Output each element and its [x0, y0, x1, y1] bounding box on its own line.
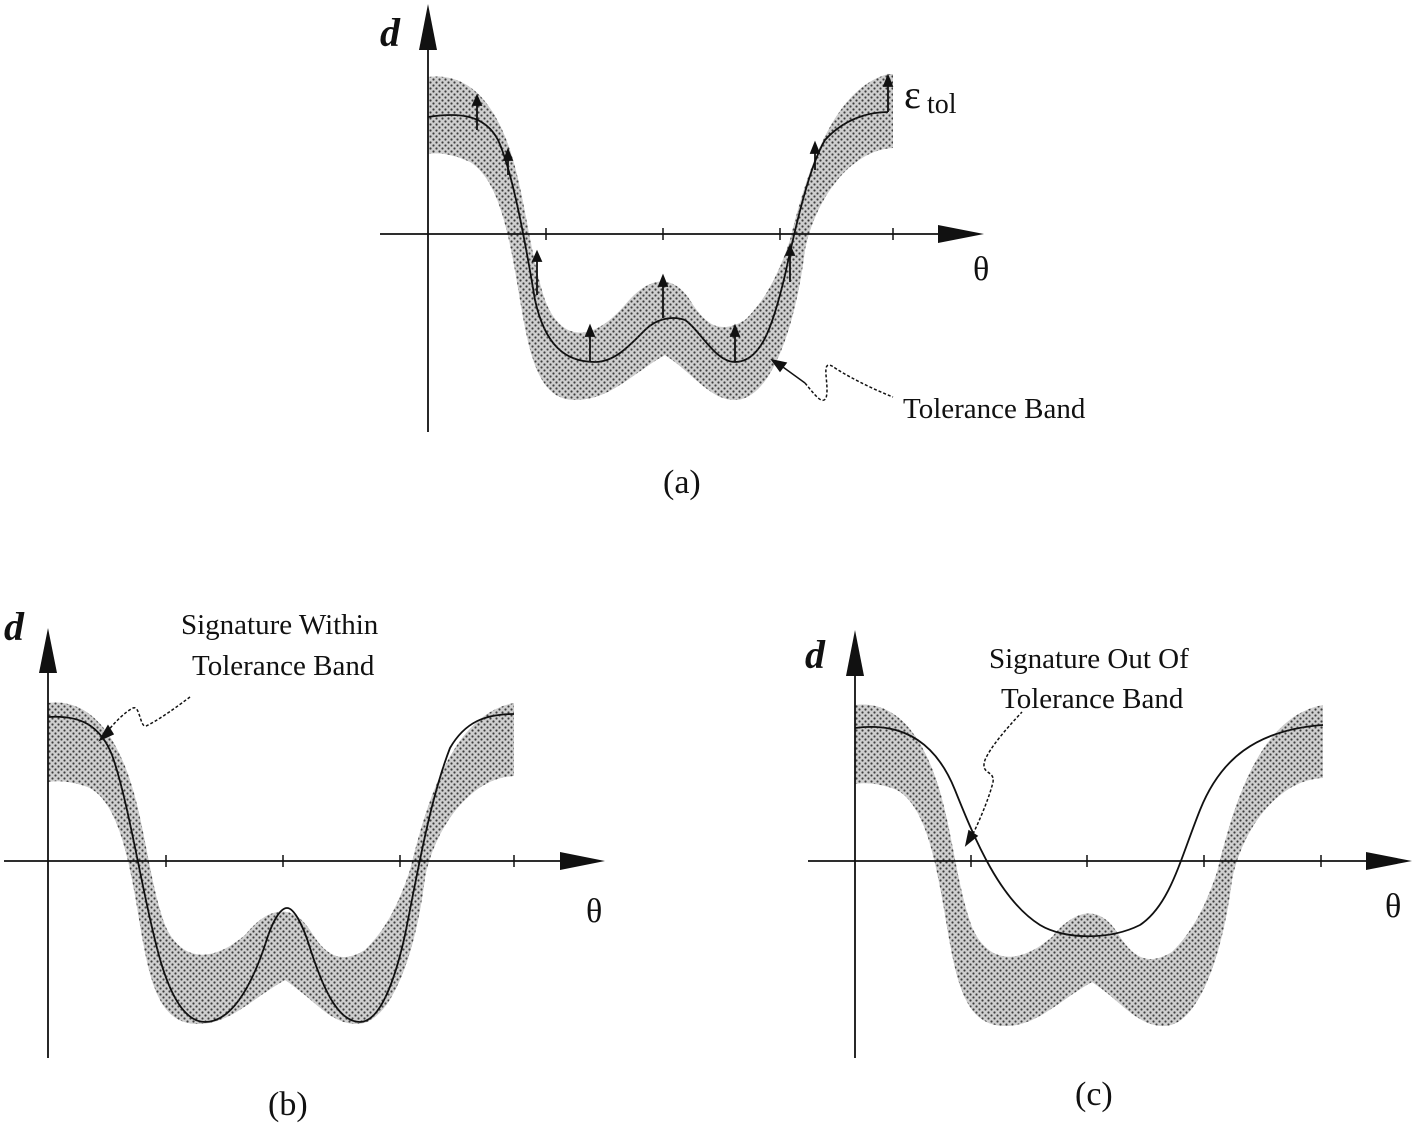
y-axis	[846, 630, 864, 1058]
x-axis-label: θ	[1385, 888, 1401, 925]
y-axis	[39, 628, 57, 1058]
leader-arrow-icon	[964, 829, 979, 847]
y-axis-arrow-icon	[846, 630, 864, 676]
x-axis-arrow-icon	[938, 225, 984, 243]
signature-leader	[964, 711, 1023, 847]
epsilon-subscript: tol	[927, 89, 957, 120]
y-axis-label: d	[805, 632, 826, 677]
tolerance-band-leader	[770, 358, 894, 402]
tolerance-arrows	[471, 73, 894, 362]
x-axis-arrow-icon	[560, 852, 605, 870]
panel-c-caption: (c)	[1075, 1076, 1113, 1113]
y-axis-label: d	[4, 604, 25, 649]
x-axis-arrow-icon	[1366, 852, 1412, 870]
panel-b-caption: (b)	[268, 1086, 308, 1123]
panel-a-caption: (a)	[663, 464, 701, 501]
y-axis-arrow-icon	[39, 628, 57, 673]
tolerance-band	[855, 704, 1323, 1026]
x-axis	[808, 852, 1412, 870]
panel-a: d θ ε tol Tolerance Band (a)	[380, 4, 1086, 501]
tolerance-band-label: Tolerance Band	[903, 393, 1086, 425]
tolerance-band	[48, 702, 514, 1024]
signature-curve	[427, 111, 889, 363]
annotation-line-1: Signature Out Of	[989, 643, 1189, 675]
y-axis-label: d	[380, 10, 401, 55]
annotation-line-2: Tolerance Band	[192, 650, 375, 682]
leader-arrow-icon	[770, 358, 788, 373]
x-axis-label: θ	[586, 893, 602, 930]
panel-b: d θ Signature Within Tolerance Band (b)	[4, 604, 605, 1123]
epsilon-symbol: ε	[904, 72, 921, 117]
y-axis-arrow-icon	[419, 4, 437, 50]
x-axis	[380, 225, 984, 243]
signature-leader	[98, 696, 191, 742]
annotation-line-1: Signature Within	[181, 609, 379, 641]
signature-curve	[854, 724, 1324, 938]
x-axis	[4, 852, 605, 870]
panel-c: d θ Signature Out Of Tolerance Band (c)	[805, 630, 1412, 1113]
leader-arrow-icon	[98, 724, 115, 742]
x-axis-label: θ	[973, 251, 989, 288]
y-axis	[419, 4, 437, 432]
annotation-line-2: Tolerance Band	[1001, 683, 1184, 715]
signature-curve	[47, 713, 515, 1023]
tolerance-band	[428, 74, 893, 400]
